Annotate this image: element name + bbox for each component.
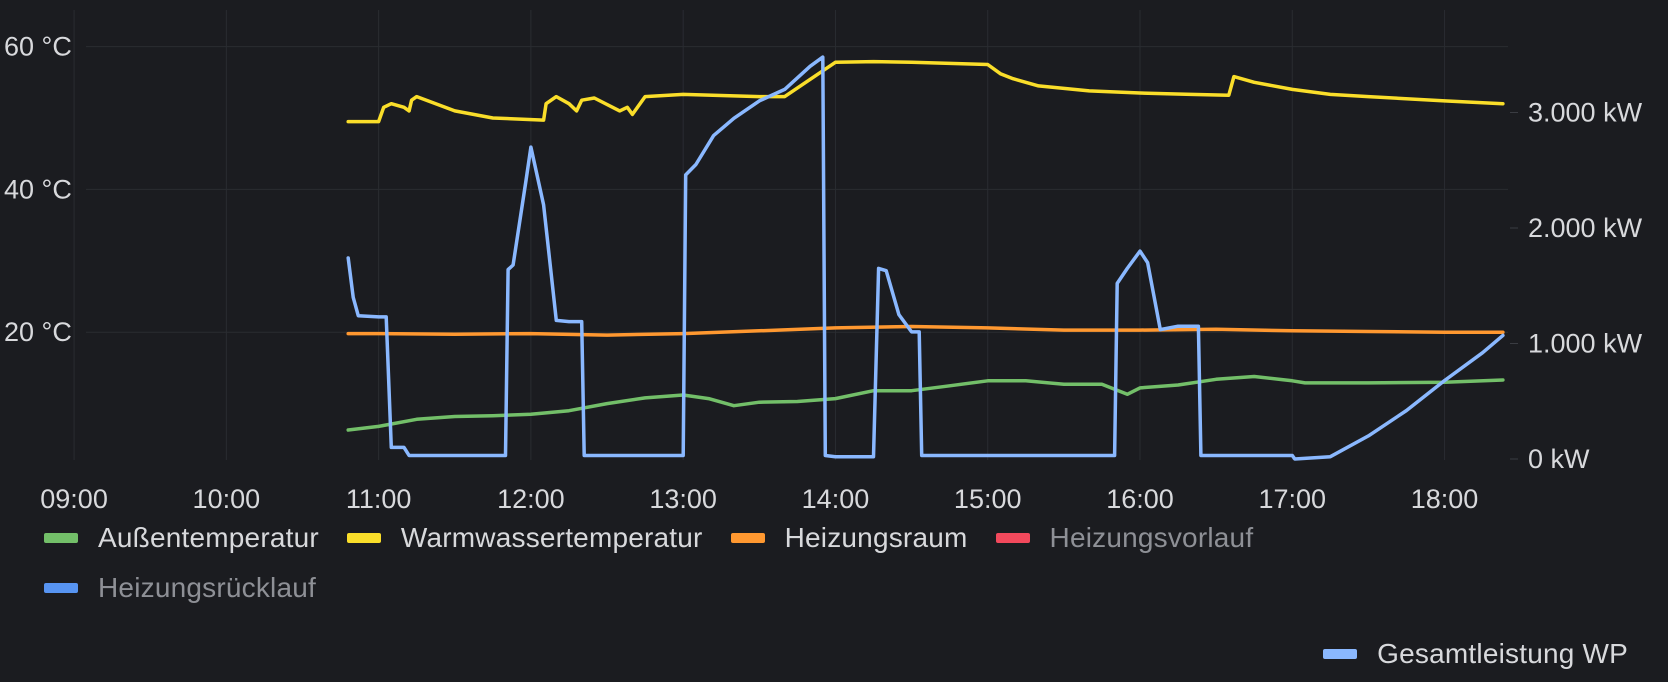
chart-legend: Außentemperatur Warmwassertemperatur Heizu…	[44, 522, 1424, 604]
x-tick-label: 17:00	[1258, 484, 1326, 514]
timeseries-chart: 09:00 10:00 11:00 12:00 13:00 14:00 15:00 16:00…	[4, 10, 1643, 514]
x-tick-label: 10:00	[193, 484, 261, 514]
legend-item[interactable]: Heizungsrücklauf	[44, 572, 316, 604]
x-tick-label: 15:00	[954, 484, 1022, 514]
x-tick-label: 12:00	[497, 484, 565, 514]
legend-label: Heizungsvorlauf	[1049, 522, 1254, 553]
legend-swatch	[730, 533, 765, 543]
legend-label: Heizungsraum	[784, 522, 968, 553]
legend-label: Außentemperatur	[98, 522, 319, 553]
legend-item-gesamtleistung-wp[interactable]: Gesamtleistung WP	[1323, 638, 1628, 670]
legend-label: Gesamtleistung WP	[1377, 638, 1628, 669]
series-line-heizungsraum	[346, 324, 1505, 337]
y-left-tick-label: 20 °C	[4, 317, 72, 347]
legend-item[interactable]: Heizungsraum	[730, 522, 968, 554]
x-tick-label: 18:00	[1411, 484, 1479, 514]
legend-swatch	[1323, 649, 1358, 659]
legend-item[interactable]: Warmwassertemperatur	[346, 522, 703, 554]
legend-swatch	[346, 533, 381, 543]
chart-series	[346, 55, 1505, 461]
legend-swatch	[44, 583, 78, 593]
chart-grid	[73, 10, 1508, 460]
x-tick-label: 11:00	[346, 484, 412, 514]
legend-swatch	[44, 533, 78, 543]
legend-label: Heizungsrücklauf	[98, 572, 316, 603]
legend-swatch	[995, 533, 1030, 543]
series-line-warmwassertemperatur	[346, 59, 1505, 124]
chart-axes: 09:00 10:00 11:00 12:00 13:00 14:00 15:00 16:00…	[4, 32, 1643, 514]
y-right-tick-label: 0 kW	[1528, 444, 1590, 474]
legend-label: Warmwassertemperatur	[400, 522, 703, 553]
x-tick-label: 09:00	[40, 484, 108, 514]
x-tick-label: 13:00	[649, 484, 717, 514]
x-tick-label: 16:00	[1106, 484, 1174, 514]
series-line-gesamtleistung-wp	[346, 55, 1505, 461]
y-right-tick-label: 1.000 kW	[1528, 329, 1643, 359]
legend-item[interactable]: Außentemperatur	[44, 522, 319, 554]
y-right-tick-label: 3.000 kW	[1528, 98, 1643, 128]
legend-item[interactable]: Heizungsvorlauf	[995, 522, 1254, 554]
y-left-tick-label: 40 °C	[4, 174, 72, 204]
y-left-tick-label: 60 °C	[4, 32, 72, 62]
x-tick-label: 14:00	[802, 484, 870, 514]
series-line-au-entemperatur	[346, 374, 1505, 432]
y-right-tick-label: 2.000 kW	[1528, 213, 1643, 243]
